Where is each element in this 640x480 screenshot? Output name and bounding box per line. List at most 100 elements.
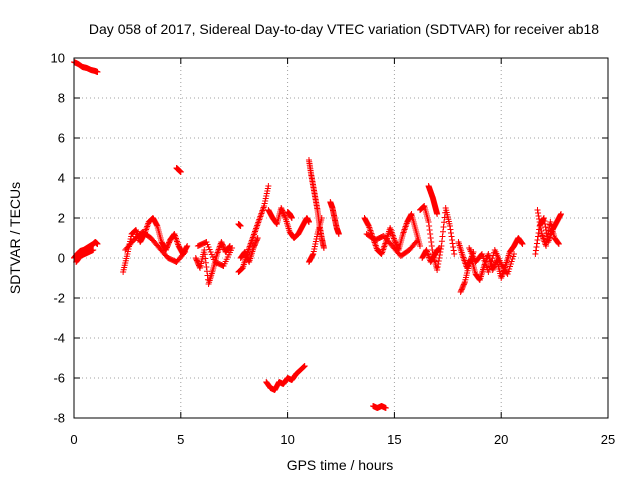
data-point xyxy=(94,69,101,75)
x-tick-label: 20 xyxy=(494,432,508,447)
data-point xyxy=(534,207,541,213)
data-point xyxy=(201,251,208,258)
data-point xyxy=(428,243,435,249)
data-point xyxy=(226,243,233,250)
x-tick-label: 25 xyxy=(601,432,615,447)
data-point xyxy=(532,251,539,257)
data-point xyxy=(281,213,288,220)
data-point xyxy=(254,235,261,241)
data-point xyxy=(449,237,456,243)
data-point xyxy=(318,215,325,221)
data-point xyxy=(446,223,453,229)
data-point xyxy=(434,267,441,273)
data-point xyxy=(203,268,210,275)
data-point xyxy=(202,259,209,266)
data-point xyxy=(182,249,189,255)
data-point xyxy=(558,211,565,217)
data-point xyxy=(485,269,492,275)
data-point xyxy=(451,251,458,257)
data-point xyxy=(196,263,203,270)
data-point xyxy=(413,238,420,245)
data-point xyxy=(545,228,552,234)
data-point xyxy=(181,250,188,257)
y-axis-label: SDTVAR / TECUs xyxy=(7,182,23,294)
data-point xyxy=(486,266,493,273)
data-point xyxy=(94,241,101,247)
data-point xyxy=(557,212,564,218)
chart-title: Day 058 of 2017, Sidereal Day-to-day VTE… xyxy=(89,21,599,37)
data-point xyxy=(301,363,308,369)
data-point xyxy=(540,215,547,221)
data-point xyxy=(440,224,447,230)
x-axis-label: GPS time / hours xyxy=(287,457,394,473)
data-point xyxy=(273,220,280,227)
x-tick-label: 15 xyxy=(387,432,401,447)
data-points xyxy=(71,59,565,411)
data-point xyxy=(447,226,454,233)
data-point xyxy=(555,240,562,247)
data-point xyxy=(489,255,496,262)
data-point xyxy=(450,247,457,254)
data-point xyxy=(434,211,441,217)
data-point xyxy=(427,231,434,237)
data-point xyxy=(533,240,540,247)
data-point xyxy=(382,405,389,411)
data-point xyxy=(426,223,433,229)
data-point xyxy=(542,224,549,230)
data-point xyxy=(555,241,562,247)
data-point xyxy=(229,245,236,251)
data-point xyxy=(429,247,436,253)
data-point xyxy=(425,219,432,225)
data-point xyxy=(449,240,456,247)
data-point xyxy=(426,227,433,233)
data-point xyxy=(537,222,544,228)
data-point xyxy=(183,244,190,250)
data-point xyxy=(417,243,424,249)
data-point xyxy=(320,245,327,251)
data-point xyxy=(202,255,209,262)
data-point xyxy=(538,228,545,234)
data-point xyxy=(335,231,342,237)
data-point xyxy=(519,240,526,247)
data-point xyxy=(543,227,550,233)
y-tick-label: -8 xyxy=(53,411,65,426)
data-point xyxy=(288,215,295,221)
data-point xyxy=(541,218,548,224)
y-tick-label: -4 xyxy=(53,331,65,346)
data-point xyxy=(536,216,543,222)
data-point xyxy=(438,238,445,245)
y-tick-label: 0 xyxy=(58,251,65,266)
data-point xyxy=(486,263,493,270)
data-point xyxy=(436,255,443,261)
x-axis-ticks: 0 5 10 15 20 25 xyxy=(70,58,615,447)
data-point xyxy=(543,243,550,249)
data-point xyxy=(237,223,244,229)
y-tick-label: 8 xyxy=(58,91,65,106)
data-point xyxy=(544,234,551,240)
x-tick-label: 0 xyxy=(70,432,77,447)
data-point xyxy=(203,264,210,270)
data-point xyxy=(534,237,541,243)
data-point xyxy=(535,213,542,219)
data-point xyxy=(434,264,441,270)
data-point xyxy=(441,219,448,226)
data-point xyxy=(428,239,435,245)
data-point xyxy=(461,280,468,287)
data-point xyxy=(488,258,495,264)
data-point xyxy=(541,221,548,227)
data-point xyxy=(511,251,518,257)
data-point xyxy=(436,252,443,258)
data-point xyxy=(448,233,455,240)
data-point xyxy=(184,243,191,249)
data-point xyxy=(90,247,97,253)
y-tick-label: 4 xyxy=(58,171,65,186)
y-tick-label: 10 xyxy=(51,51,65,66)
y-tick-label: 6 xyxy=(58,131,65,146)
data-point xyxy=(439,233,446,240)
data-point xyxy=(487,260,494,267)
y-tick-label: -2 xyxy=(53,291,65,306)
data-point xyxy=(448,230,455,236)
data-point xyxy=(533,244,540,250)
data-point xyxy=(450,244,457,250)
